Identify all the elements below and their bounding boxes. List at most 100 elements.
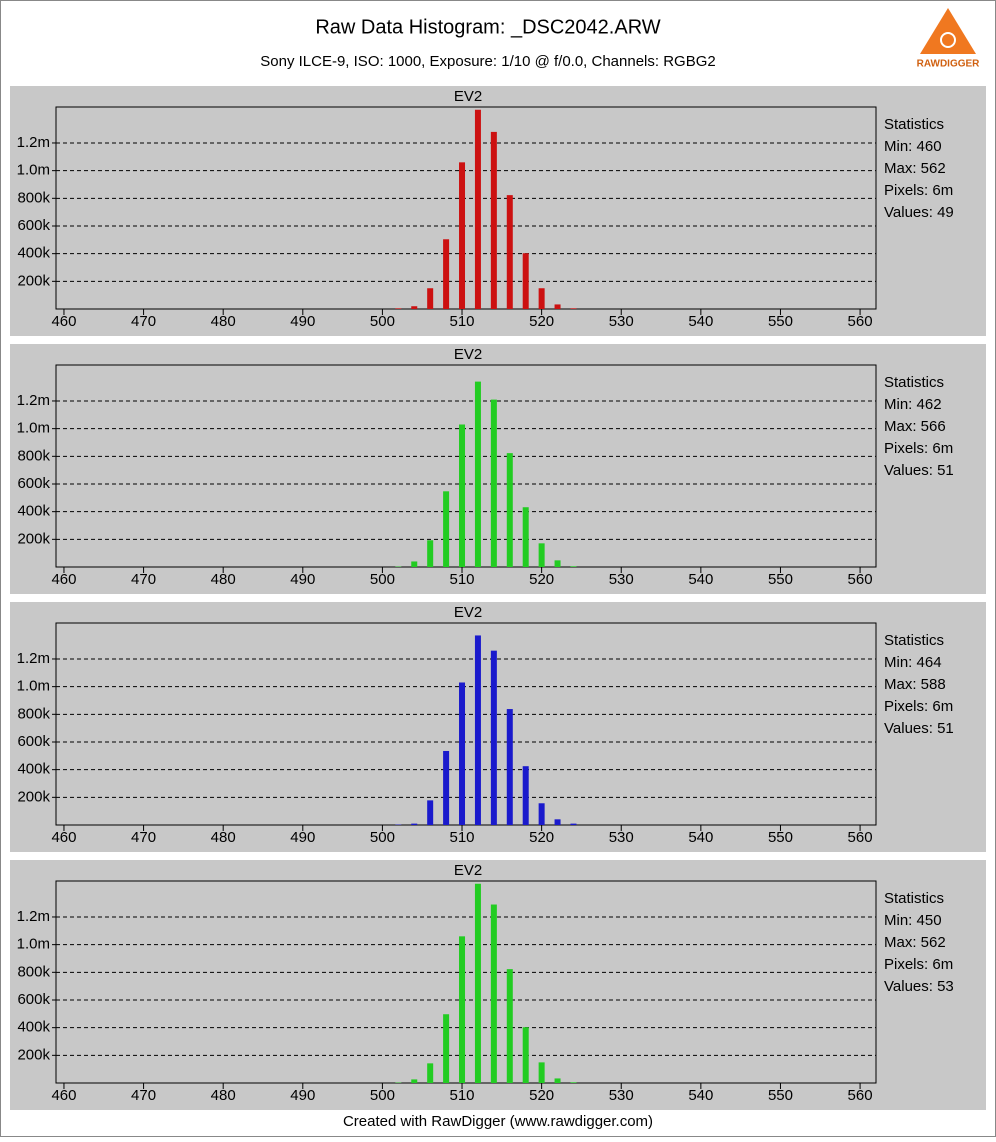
x-tick-label: 560 [848, 829, 873, 846]
statistics: Min: 450 [884, 912, 942, 929]
bar [507, 709, 513, 825]
x-tick-label: 460 [51, 829, 76, 846]
bar [491, 400, 497, 567]
bar [411, 561, 417, 567]
title: Raw Data Histogram: _DSC2042.ARW [315, 16, 660, 38]
statistics: Pixels: 6m [884, 440, 953, 457]
bar [555, 560, 561, 567]
panel-title: EV2 [454, 604, 482, 621]
bar [443, 1014, 449, 1083]
x-tick-label: 530 [609, 571, 634, 588]
y-tick-label: 600k [17, 991, 50, 1008]
statistics: Min: 460 [884, 138, 942, 155]
bar [570, 308, 576, 309]
x-tick-label: 540 [688, 1087, 713, 1104]
y-tick-label: 200k [17, 530, 50, 547]
statistics: Pixels: 6m [884, 182, 953, 199]
statistics: Values: 51 [884, 462, 954, 479]
bar [459, 682, 465, 825]
bar [491, 651, 497, 825]
x-tick-label: 530 [609, 829, 634, 846]
bar [475, 884, 481, 1083]
x-tick-label: 540 [688, 571, 713, 588]
x-tick-label: 510 [450, 313, 475, 330]
bar [491, 905, 497, 1083]
statistics: Pixels: 6m [884, 956, 953, 973]
panel-title: EV2 [454, 862, 482, 879]
y-tick-label: 600k [17, 475, 50, 492]
x-tick-label: 560 [848, 313, 873, 330]
x-tick-label: 560 [848, 1087, 873, 1104]
statistics: Statistics [884, 632, 944, 649]
y-tick-label: 400k [17, 503, 50, 520]
y-tick-label: 800k [17, 189, 50, 206]
plot-area [56, 107, 876, 309]
y-tick-label: 600k [17, 217, 50, 234]
y-tick-label: 400k [17, 761, 50, 778]
x-tick-label: 480 [211, 1087, 236, 1104]
statistics: Statistics [884, 890, 944, 907]
bar [555, 304, 561, 309]
x-tick-label: 500 [370, 313, 395, 330]
plot-area [56, 365, 876, 567]
x-tick-label: 520 [529, 1087, 554, 1104]
x-tick-label: 550 [768, 1087, 793, 1104]
x-tick-label: 480 [211, 571, 236, 588]
subtitle: Sony ILCE-9, ISO: 1000, Exposure: 1/10 @… [260, 53, 715, 70]
bar [443, 751, 449, 825]
statistics: Max: 588 [884, 676, 946, 693]
x-tick-label: 500 [370, 1087, 395, 1104]
panel-title: EV2 [454, 346, 482, 363]
bar [491, 132, 497, 309]
bar [523, 507, 529, 567]
bar [427, 1063, 433, 1083]
x-tick-label: 460 [51, 1087, 76, 1104]
bar [443, 239, 449, 309]
bar [539, 543, 545, 567]
y-tick-label: 800k [17, 705, 50, 722]
x-tick-label: 530 [609, 313, 634, 330]
x-tick-label: 480 [211, 829, 236, 846]
bar [395, 308, 401, 309]
plot-area [56, 623, 876, 825]
x-tick-label: 460 [51, 313, 76, 330]
bar [539, 1062, 545, 1083]
bar [507, 453, 513, 567]
bar [411, 1079, 417, 1083]
y-tick-label: 1.2m [17, 908, 50, 925]
x-tick-label: 540 [688, 829, 713, 846]
plot-area [56, 881, 876, 1083]
bar [475, 110, 481, 309]
x-tick-label: 470 [131, 1087, 156, 1104]
bar [523, 766, 529, 825]
statistics: Statistics [884, 116, 944, 133]
bar [475, 382, 481, 567]
x-tick-label: 460 [51, 571, 76, 588]
bar [523, 1027, 529, 1083]
x-tick-label: 480 [211, 313, 236, 330]
x-tick-label: 500 [370, 571, 395, 588]
bar [570, 566, 576, 567]
bar [570, 1082, 576, 1083]
x-tick-label: 490 [290, 829, 315, 846]
x-tick-label: 550 [768, 313, 793, 330]
y-tick-label: 400k [17, 1019, 50, 1036]
x-tick-label: 520 [529, 829, 554, 846]
y-tick-label: 800k [17, 963, 50, 980]
bar [555, 1078, 561, 1083]
bar [427, 288, 433, 309]
bar [459, 424, 465, 567]
x-tick-label: 540 [688, 313, 713, 330]
x-tick-label: 560 [848, 571, 873, 588]
statistics: Max: 562 [884, 160, 946, 177]
statistics: Max: 566 [884, 418, 946, 435]
x-tick-label: 470 [131, 829, 156, 846]
x-tick-label: 510 [450, 1087, 475, 1104]
bar [411, 824, 417, 825]
x-tick-label: 510 [450, 829, 475, 846]
y-tick-label: 1.0m [17, 420, 50, 437]
statistics: Max: 562 [884, 934, 946, 951]
y-tick-label: 200k [17, 788, 50, 805]
x-tick-label: 520 [529, 571, 554, 588]
x-tick-label: 510 [450, 571, 475, 588]
